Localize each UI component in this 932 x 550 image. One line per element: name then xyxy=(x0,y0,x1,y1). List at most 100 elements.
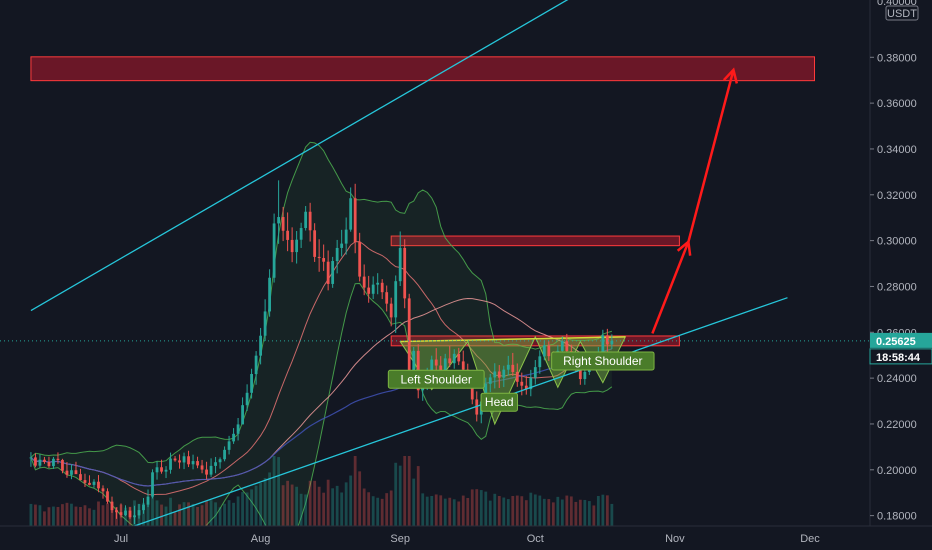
volume-bar xyxy=(538,495,542,526)
price-tick-label: 0.24000 xyxy=(877,373,917,385)
volume-bar xyxy=(29,503,33,526)
volume-bar xyxy=(529,492,533,526)
price-axis[interactable]: 0.40000 USDT 0.18000 0.20000 0.22000 0.2400… xyxy=(869,0,932,526)
volume-bar xyxy=(232,502,235,526)
volume-bar xyxy=(205,501,208,526)
candle-body xyxy=(223,449,226,460)
candle-body xyxy=(529,377,533,390)
pattern-labels: Left Shoulder Head Right Shoulder xyxy=(387,351,655,412)
trendline-1 xyxy=(63,297,788,550)
volume-bar xyxy=(425,496,429,526)
candle-body xyxy=(110,501,114,511)
volume-bar xyxy=(484,491,488,526)
volume-bar xyxy=(443,498,447,526)
candle-body xyxy=(160,467,163,472)
volume-bar xyxy=(416,466,420,526)
candle-body xyxy=(209,465,213,475)
volume-bar xyxy=(511,496,515,526)
candle-body xyxy=(88,482,91,485)
candle-body xyxy=(511,364,515,372)
candle-body xyxy=(605,335,609,345)
candle-body xyxy=(254,355,258,374)
volume-bar xyxy=(470,489,474,526)
volume-bar xyxy=(286,480,290,526)
volume-bar xyxy=(196,507,199,526)
volume-bar xyxy=(52,506,55,526)
candle-body xyxy=(547,345,551,357)
candle-body xyxy=(452,353,456,364)
candle-body xyxy=(412,350,416,375)
candle-body xyxy=(245,392,249,406)
candle-body xyxy=(502,369,506,378)
pattern-label: Right Shoulder xyxy=(551,351,655,371)
volume-bar xyxy=(160,504,163,526)
volume-bar xyxy=(439,495,443,526)
volume-bar xyxy=(461,495,465,526)
pattern-label-text: Left Shoulder xyxy=(401,372,472,386)
candle-body xyxy=(43,459,46,462)
candle-body xyxy=(65,470,69,475)
candle-body xyxy=(583,371,587,380)
candle-body xyxy=(214,462,217,466)
candle-body xyxy=(34,457,37,466)
volume-bar xyxy=(187,502,190,526)
candle-body xyxy=(331,261,335,284)
time-tick-label: Nov xyxy=(665,533,685,545)
volume-bar xyxy=(295,486,299,526)
volume-bar xyxy=(106,503,109,526)
currency-badge-label: USDT xyxy=(887,8,917,20)
volume-bar xyxy=(610,503,614,526)
volume-bar xyxy=(506,499,510,526)
volume-bar xyxy=(101,505,105,526)
candle-body xyxy=(155,467,159,473)
candle-body xyxy=(295,239,299,253)
candle-body xyxy=(389,303,393,318)
volume-bar xyxy=(92,509,96,526)
price-axis-top-label: 0.40000 xyxy=(877,0,917,8)
volume-bar xyxy=(542,498,546,526)
trendlines[interactable] xyxy=(30,0,788,550)
volume-bar xyxy=(322,492,326,526)
volume-bar xyxy=(587,501,591,526)
candle-body xyxy=(164,469,168,472)
candle-body xyxy=(524,385,528,390)
candle-body xyxy=(268,277,272,312)
volume-bar xyxy=(335,485,339,526)
current-price-value: 0.25625 xyxy=(876,336,916,348)
volume-bar xyxy=(173,512,177,526)
candle-body xyxy=(205,469,208,475)
volume-bar xyxy=(83,505,87,526)
volume-bar xyxy=(596,496,600,526)
candle-body xyxy=(137,510,141,516)
candle-body xyxy=(565,341,569,352)
candle-body xyxy=(506,364,510,370)
candle-body xyxy=(448,358,452,364)
candle-body xyxy=(322,258,326,262)
pattern-label-box xyxy=(480,392,518,412)
candle-body xyxy=(119,512,123,516)
candle-body xyxy=(97,481,100,489)
volume-bar xyxy=(245,492,249,526)
candle-body xyxy=(263,311,267,336)
price-tick-label: 0.20000 xyxy=(877,465,917,477)
candle-body xyxy=(128,510,132,518)
volume-bar xyxy=(430,496,434,526)
current-price-tag: 0.25625 18:58:44 xyxy=(869,332,932,365)
volume-bar xyxy=(488,500,492,526)
volume-bar xyxy=(349,475,353,526)
ma-slow xyxy=(30,348,613,487)
time-tick-label: Oct xyxy=(527,533,544,545)
candle-body xyxy=(299,228,303,240)
volume-bar xyxy=(214,502,217,526)
candle-body xyxy=(236,424,240,434)
candle-body xyxy=(376,282,380,285)
currency-badge[interactable]: USDT xyxy=(885,5,919,21)
volume-bar xyxy=(88,508,91,526)
volume-bar xyxy=(475,489,479,526)
candle-body xyxy=(349,198,353,230)
time-axis[interactable]: Jul Aug Sep Oct Nov Dec xyxy=(0,525,932,550)
price-tick-label: 0.30000 xyxy=(877,236,917,248)
candle-body xyxy=(259,335,262,356)
